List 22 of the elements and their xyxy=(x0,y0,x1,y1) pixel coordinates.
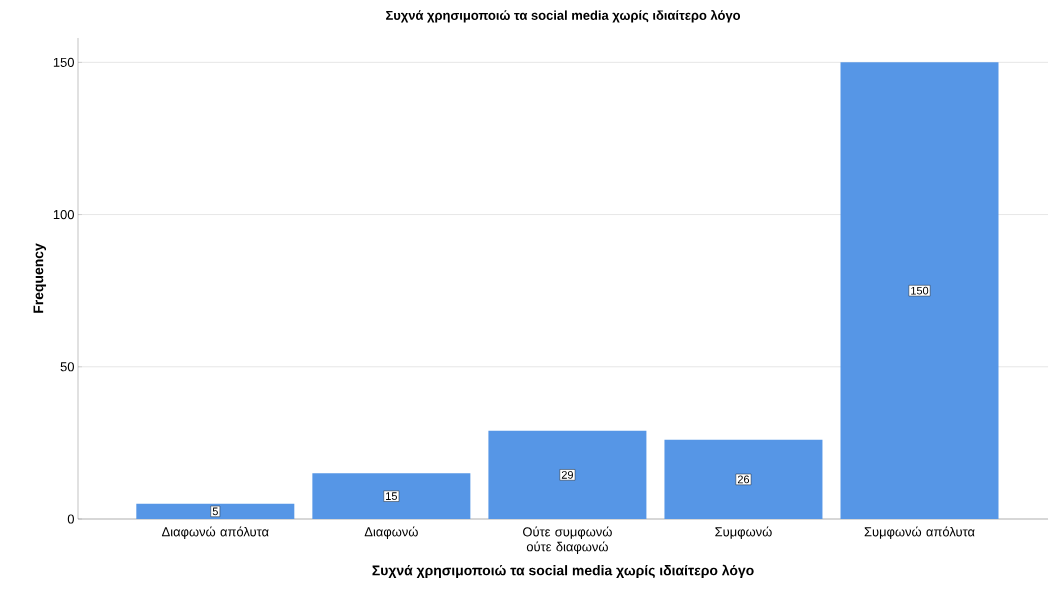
data-label: 5 xyxy=(212,507,218,516)
bar xyxy=(136,503,295,519)
y-tick-label: 150 xyxy=(53,57,74,67)
chart-title: Συχνά χρησιμοποιώ τα social media χωρίς ιδιαίτερο λόγο xyxy=(386,10,741,23)
data-label: 26 xyxy=(737,475,750,484)
data-label: 29 xyxy=(561,470,573,479)
bar xyxy=(312,473,471,519)
y-axis-title: Frequency xyxy=(33,243,47,313)
data-label: 150 xyxy=(911,286,929,295)
x-axis-title: Συχνά χρησιμοποιώ τα social media χωρίς ιδιαίτερο λόγο xyxy=(372,564,754,579)
y-tick-label: 100 xyxy=(53,209,74,220)
bar xyxy=(488,430,647,519)
bar xyxy=(840,62,999,519)
bar xyxy=(664,439,823,519)
x-tick-label: Συμφωνώ απόλυτα xyxy=(864,526,975,539)
data-label: 15 xyxy=(386,492,397,500)
x-tick-label: Συμφωνώ xyxy=(715,526,772,539)
x-tick-label: Ούτε συμφωνώ ούτε διαφωνώ xyxy=(523,526,612,554)
y-tick-label: 50 xyxy=(60,362,74,372)
y-tick-label: 0 xyxy=(67,514,74,524)
x-tick-label: Διαφωνώ xyxy=(364,526,418,539)
x-tick-label: Διαφωνώ απόλυτα xyxy=(161,526,269,539)
